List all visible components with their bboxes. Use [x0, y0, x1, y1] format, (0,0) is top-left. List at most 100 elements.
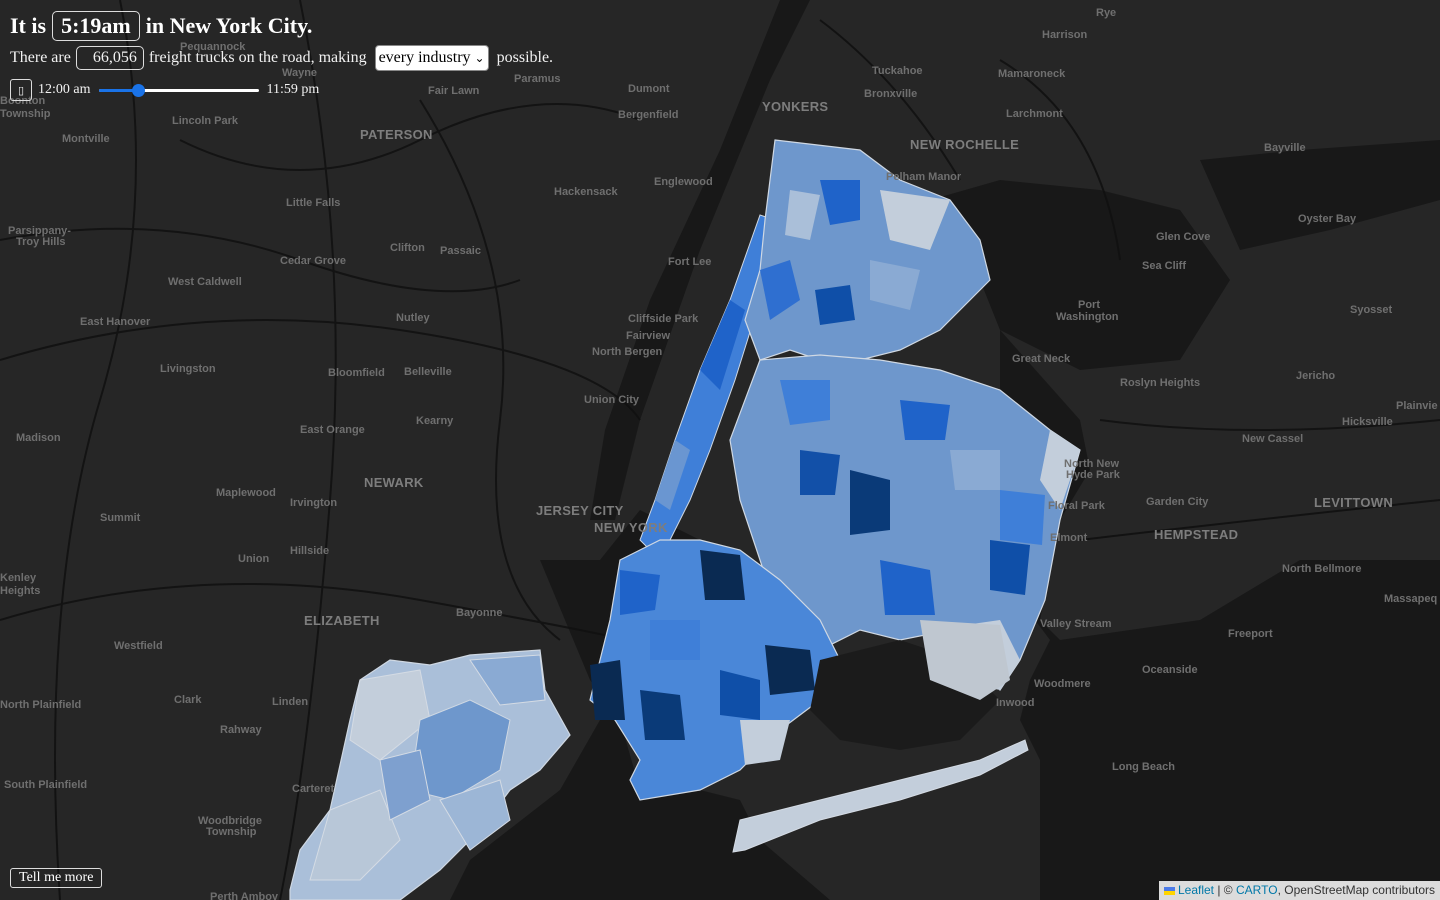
play-button[interactable]: ▯: [10, 79, 32, 101]
headline: It is 5:19am in New York City.: [10, 10, 553, 42]
place-label: Hillside: [290, 545, 329, 557]
place-label: East Orange: [300, 424, 365, 436]
place-label: Woodmere: [1034, 678, 1091, 690]
place-label: Lincoln Park: [172, 115, 239, 127]
place-label: Oyster Bay: [1298, 213, 1357, 225]
place-label: Mamaroneck: [998, 68, 1066, 80]
place-label: Washington: [1056, 311, 1119, 323]
place-label: YONKERS: [762, 99, 828, 114]
place-label: North New: [1064, 458, 1119, 470]
place-label: Bergenfield: [618, 109, 679, 121]
truck-count: 66,056: [75, 46, 144, 70]
trucks-prefix: There are: [10, 49, 71, 66]
ukraine-flag-icon: [1163, 887, 1175, 895]
place-label: North Plainfield: [0, 699, 81, 711]
place-label: Little Falls: [286, 197, 340, 209]
place-label: New Cassel: [1242, 433, 1303, 445]
place-label: Montville: [62, 133, 110, 145]
place-label: Kearny: [416, 415, 454, 427]
place-label: Roslyn Heights: [1120, 377, 1200, 389]
place-label: Rye: [1096, 7, 1116, 19]
place-label: Hackensack: [554, 186, 618, 198]
place-label: NEW ROCHELLE: [910, 137, 1019, 152]
play-icon: ▯: [17, 84, 25, 97]
industry-select-value: every industry: [378, 49, 471, 66]
place-label: West Caldwell: [168, 276, 242, 288]
place-label: Union City: [584, 394, 640, 406]
place-label: Valley Stream: [1040, 618, 1112, 630]
place-label: Livingston: [160, 363, 216, 375]
timeline-row: ▯ 12:00 am 11:59 pm: [10, 78, 553, 102]
place-label: Irvington: [290, 497, 337, 509]
place-label: Fort Lee: [668, 256, 711, 268]
controls-panel: It is 5:19am in New York City. There are…: [10, 10, 553, 102]
place-label: Fair Lawn: [428, 85, 480, 97]
place-label: Maplewood: [216, 487, 276, 499]
tell-me-more-button[interactable]: Tell me more: [10, 868, 103, 888]
place-label: Madison: [16, 432, 61, 444]
place-label: Union: [238, 553, 269, 565]
place-label: Glen Cove: [1156, 231, 1210, 243]
place-label: Bayonne: [456, 607, 502, 619]
place-label: Elmont: [1050, 532, 1088, 544]
place-label: Woodbridge: [198, 815, 262, 827]
place-label: Tuckahoe: [872, 65, 923, 77]
place-label: Heights: [0, 585, 40, 597]
leaflet-link[interactable]: Leaflet: [1177, 883, 1215, 897]
slider-track: [98, 89, 259, 92]
place-label: Great Neck: [1012, 353, 1071, 365]
place-labels: Rye Harrison Pequannock Wayne Paramus Tu…: [0, 7, 1438, 900]
place-label: Belleville: [404, 366, 452, 378]
time-slider[interactable]: [98, 82, 259, 98]
attribution-separator: | ©: [1217, 883, 1233, 897]
place-label: South Plainfield: [4, 779, 87, 791]
place-label: Passaic: [440, 245, 481, 257]
place-label: East Hanover: [80, 316, 151, 328]
place-label: Syosset: [1350, 304, 1393, 316]
timeline-end-label: 11:59 pm: [266, 82, 320, 97]
brooklyn: [589, 539, 841, 801]
place-label: Hyde Park: [1066, 469, 1121, 481]
place-label: Wayne: [282, 67, 317, 79]
osm-credit: , OpenStreetMap contributors: [1277, 883, 1435, 897]
place-label: Englewood: [654, 176, 713, 188]
place-label: LEVITTOWN: [1314, 495, 1393, 510]
jamaica-bay: [732, 620, 1029, 853]
place-label: North Bellmore: [1282, 563, 1361, 575]
place-label: Plainvie: [1396, 400, 1438, 412]
place-label: Oceanside: [1142, 664, 1198, 676]
place-label: Linden: [272, 696, 308, 708]
place-label: Dumont: [628, 83, 670, 95]
place-label: Hicksville: [1342, 416, 1393, 428]
headline-prefix: It is: [10, 13, 47, 38]
place-label: Garden City: [1146, 496, 1209, 508]
place-label: Kenley: [0, 572, 37, 584]
time-display[interactable]: 5:19am: [52, 11, 140, 41]
place-label: Larchmont: [1006, 108, 1063, 120]
slider-thumb[interactable]: [131, 84, 145, 97]
place-label: Township: [0, 108, 51, 120]
staten-island: [289, 649, 571, 900]
trucks-middle: freight trucks on the road, making: [148, 49, 367, 66]
place-label: Pelham Manor: [886, 171, 962, 183]
place-label: Cliffside Park: [628, 313, 699, 325]
slider-fill: [98, 89, 138, 92]
place-label: Long Beach: [1112, 761, 1175, 773]
place-label: Massapeq: [1384, 593, 1437, 605]
place-label: Freeport: [1228, 628, 1273, 640]
place-label: Bronxville: [864, 88, 917, 100]
place-label: NEW YORK: [594, 520, 668, 535]
place-label: HEMPSTEAD: [1154, 527, 1238, 542]
place-label: JERSEY CITY: [536, 503, 624, 518]
place-label: Perth Amboy: [210, 891, 279, 900]
place-label: Clark: [174, 694, 202, 706]
truck-sentence: There are 66,056 freight trucks on the r…: [10, 44, 553, 72]
carto-link[interactable]: CARTO: [1236, 883, 1278, 897]
place-label: Fairview: [626, 330, 670, 342]
place-label: Westfield: [114, 640, 163, 652]
place-label: Floral Park: [1048, 500, 1106, 512]
industry-select[interactable]: every industry ⌄: [374, 45, 489, 71]
place-label: Jericho: [1296, 370, 1335, 382]
